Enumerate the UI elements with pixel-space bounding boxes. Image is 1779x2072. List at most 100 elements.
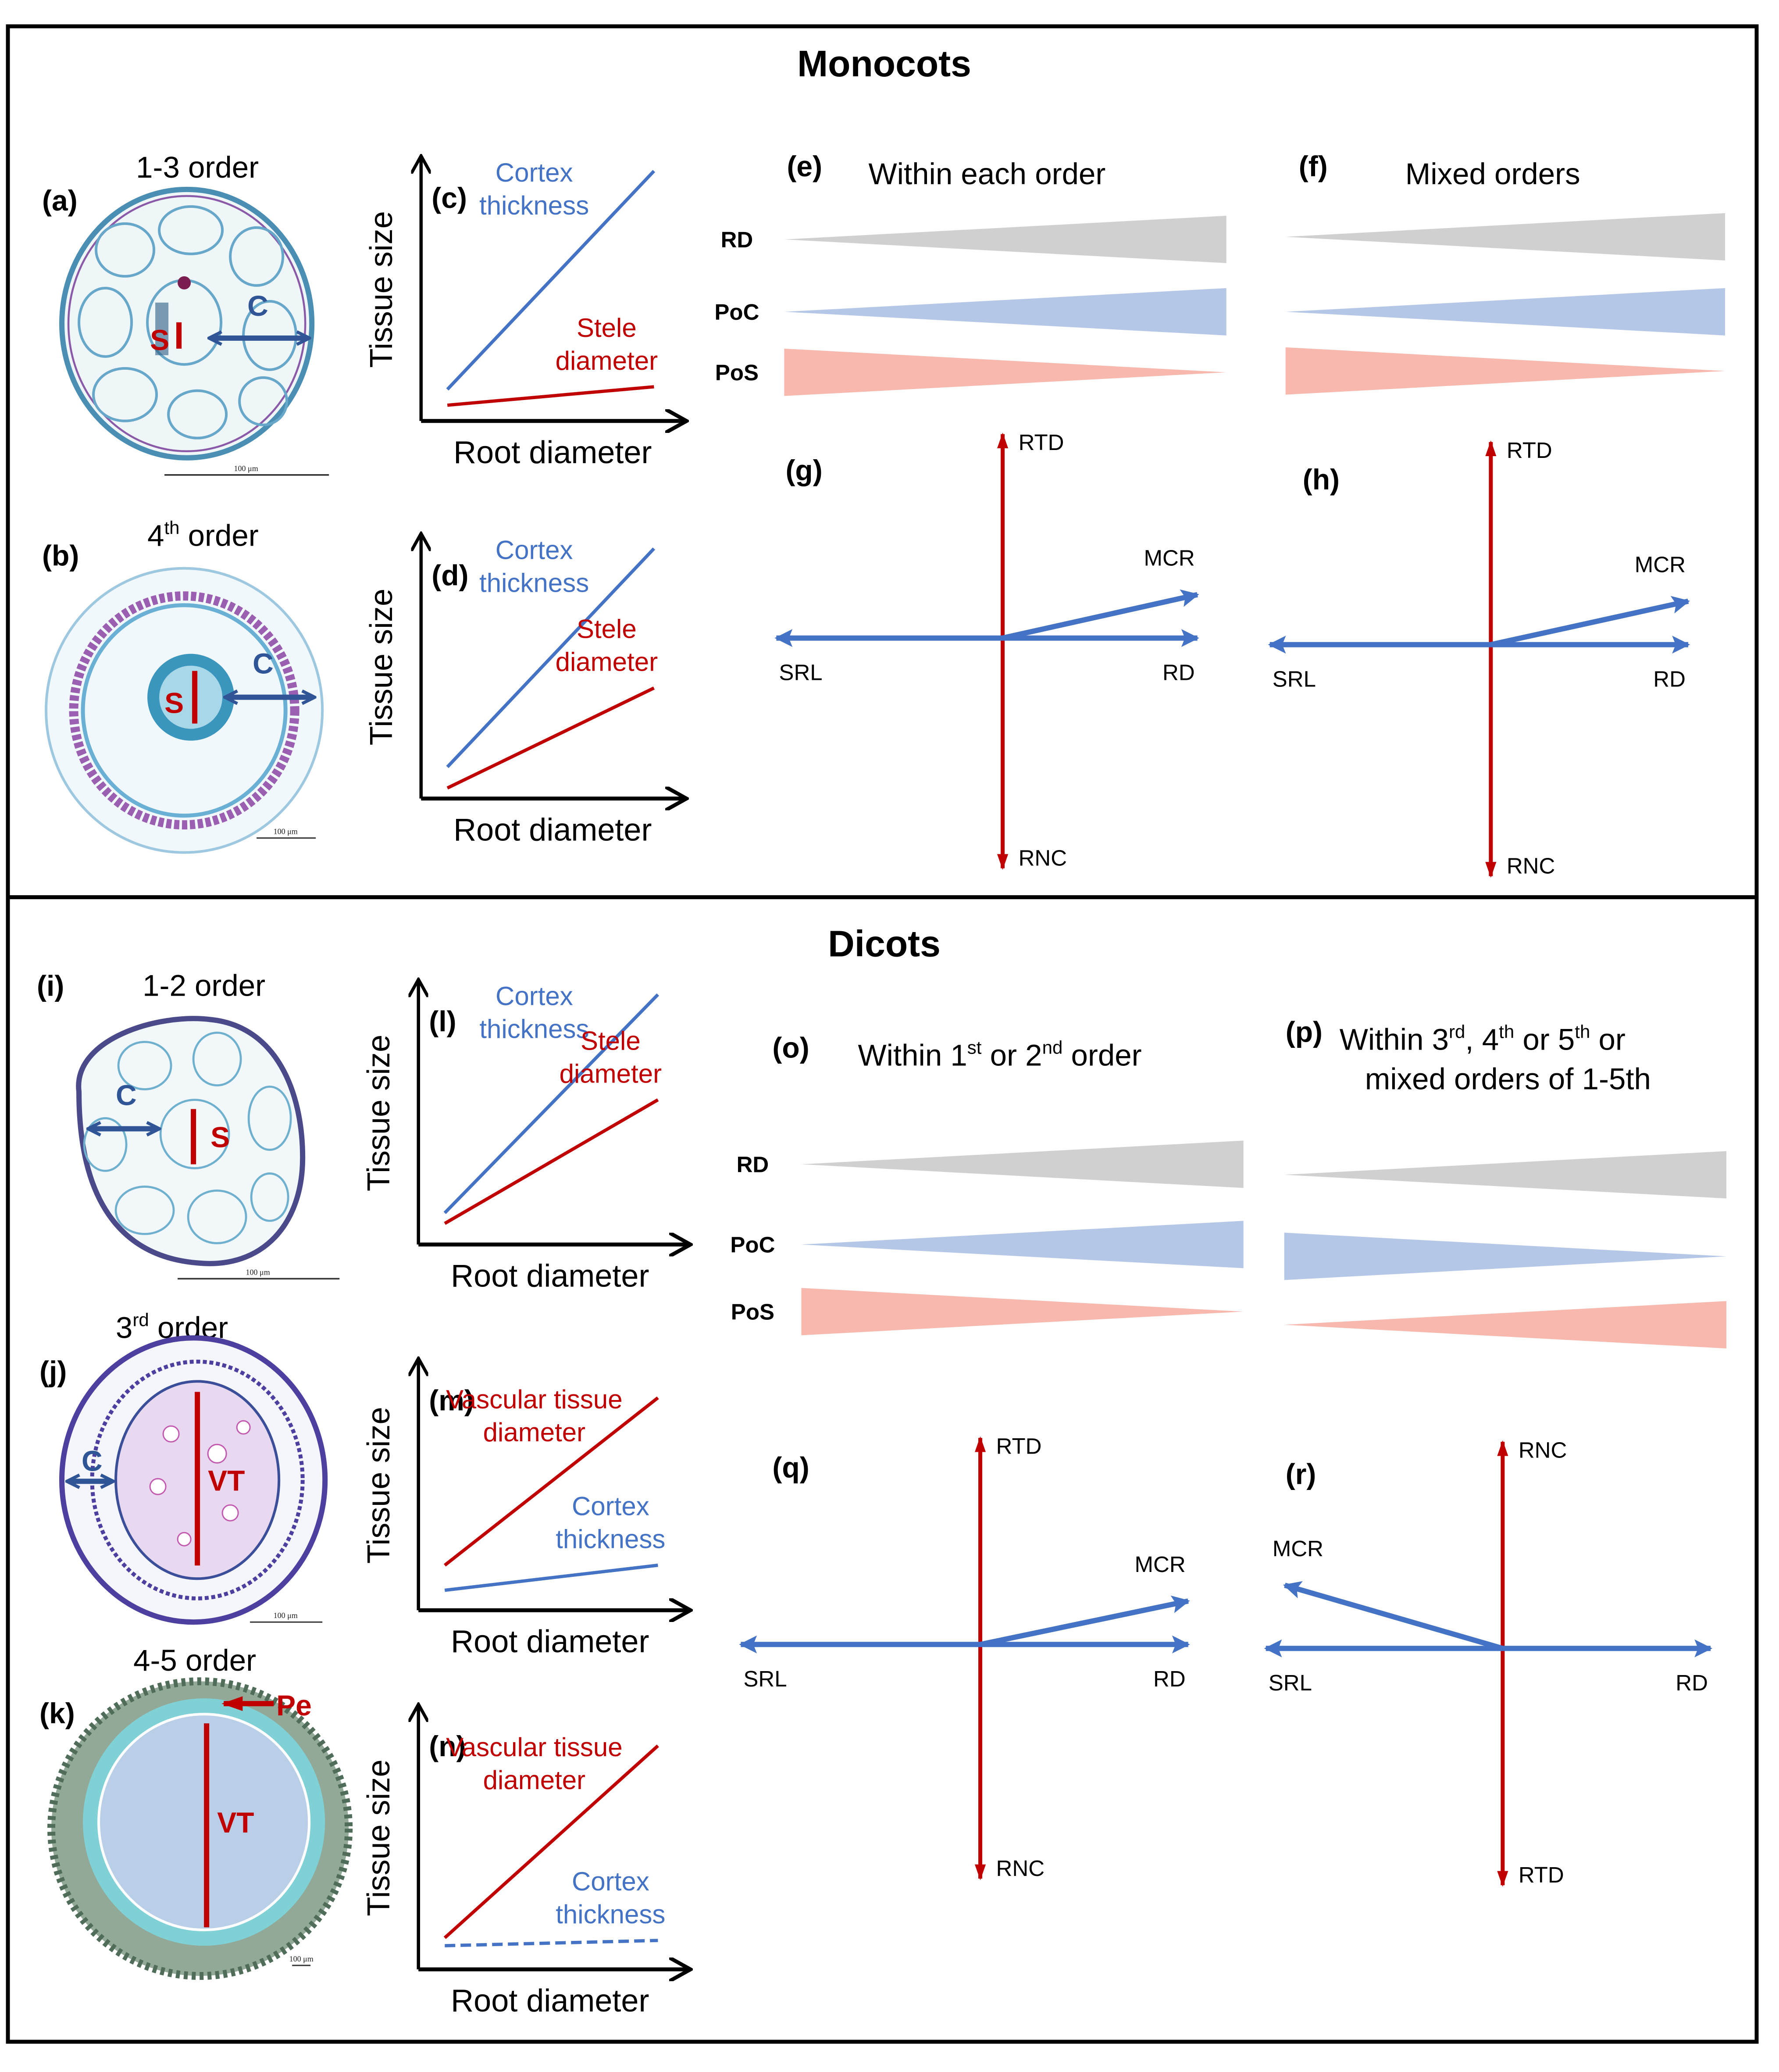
micrograph-b: (b) 4th order S C 100 μm bbox=[42, 518, 324, 854]
trend-wedge-poc bbox=[1284, 1232, 1726, 1280]
pca-plot-q: (q) RTD RNC SRL RD MCR bbox=[739, 1433, 1190, 1881]
panel-label: (p) bbox=[1286, 1016, 1323, 1048]
mcr-arrow bbox=[1283, 1581, 1504, 1651]
micrograph-k: (k) 4-5 order VT Pe 100 μm bbox=[39, 1643, 353, 1980]
order-label-i: 1-2 order bbox=[143, 969, 265, 1003]
trend-wedge-rd bbox=[1285, 213, 1725, 261]
series-label-1-line1: Stele bbox=[577, 313, 637, 343]
series-line-0 bbox=[446, 170, 656, 391]
series-line-1 bbox=[444, 1098, 659, 1225]
trend-column-p: (p) Within 3rd, 4th or 5th or mixed orders… bbox=[1284, 1016, 1726, 1349]
panel-label: (n) bbox=[429, 1730, 466, 1762]
root-cross-section-i bbox=[76, 1016, 306, 1266]
column-title: Within each order bbox=[868, 157, 1105, 191]
row-label-pos: PoS bbox=[731, 1299, 774, 1324]
series-label-1-line1: Stele bbox=[581, 1026, 641, 1056]
series-line-1 bbox=[444, 1563, 658, 1592]
trend-wedge-pos bbox=[784, 348, 1226, 396]
trend-wedge-poc bbox=[1285, 288, 1725, 336]
left-label: SRL bbox=[779, 660, 822, 685]
panel-label-i: (i) bbox=[37, 970, 64, 1002]
left-label: SRL bbox=[743, 1666, 787, 1691]
trend-wedge-pos bbox=[801, 1288, 1244, 1336]
trend-column-o: (o) Within 1st or 2nd order RD PoC PoS bbox=[730, 1032, 1244, 1336]
column-title-line2: mixed orders of 1-5th bbox=[1365, 1062, 1651, 1096]
up-label: RTD bbox=[996, 1433, 1042, 1458]
up-label: RTD bbox=[1019, 430, 1064, 455]
series-label-0-line2: thickness bbox=[479, 568, 589, 598]
left-label: SRL bbox=[1269, 1670, 1312, 1695]
series-label-0-line1: Vascular tissue bbox=[446, 1385, 622, 1414]
order-label-b: 4th order bbox=[147, 518, 259, 553]
stele-label-a: S bbox=[150, 324, 169, 356]
column-title: Within 1st or 2nd order bbox=[858, 1037, 1141, 1072]
x-axis-label: Root diameter bbox=[451, 1624, 649, 1659]
x-axis-label: Root diameter bbox=[453, 435, 652, 470]
scale-bar-label-a: 100 μm bbox=[234, 464, 258, 473]
series-label-0-line2: thickness bbox=[479, 191, 589, 220]
vt-label-j: VT bbox=[208, 1464, 245, 1497]
y-axis-label: Tissue size bbox=[361, 1035, 396, 1191]
mcr-arrow bbox=[1490, 596, 1690, 647]
dicots-frame bbox=[6, 895, 1759, 2044]
series-label-1-line2: diameter bbox=[556, 647, 658, 677]
series-line-0 bbox=[446, 547, 656, 768]
series-line-0 bbox=[443, 1396, 659, 1567]
cortex-label-i: C bbox=[116, 1079, 137, 1111]
mcr-label: MCR bbox=[1134, 1552, 1185, 1577]
scale-bar-label-j: 100 μm bbox=[274, 1611, 298, 1620]
panel-label: (m) bbox=[429, 1384, 474, 1416]
trend-wedge-poc bbox=[784, 288, 1226, 336]
panel-label: (e) bbox=[787, 150, 822, 182]
trend-wedge-rd bbox=[801, 1140, 1244, 1188]
y-axis-label: Tissue size bbox=[364, 211, 399, 368]
periderm-label-k: Pe bbox=[276, 1689, 312, 1722]
tissue-plot-n: (n) Root diameter Tissue size Vascular tiss… bbox=[361, 1706, 688, 2018]
tissue-plot-l: (l) Root diameter Tissue size Cortex thickne… bbox=[361, 982, 688, 1293]
cortex-label-b: C bbox=[253, 647, 274, 680]
x-axis-label: Root diameter bbox=[451, 1983, 649, 2018]
y-axis-label: Tissue size bbox=[361, 1407, 396, 1564]
panel-label: (c) bbox=[431, 182, 467, 214]
stele-label-b: S bbox=[164, 687, 184, 719]
trend-wedge-rd bbox=[1284, 1151, 1726, 1199]
pca-plot-h: (h) RTD RNC SRL RD MCR bbox=[1268, 438, 1690, 879]
panel-label: (o) bbox=[772, 1032, 809, 1064]
column-title: Mixed orders bbox=[1405, 157, 1580, 191]
up-label: RNC bbox=[1519, 1437, 1567, 1462]
right-label: RD bbox=[1162, 660, 1195, 685]
series-label-0-line1: Cortex bbox=[496, 982, 573, 1011]
y-axis-label: Tissue size bbox=[364, 589, 399, 745]
series-label-0-line1: Vascular tissue bbox=[446, 1733, 622, 1762]
series-label-1-line2: diameter bbox=[556, 346, 658, 375]
series-line-0 bbox=[443, 1744, 659, 1939]
series-line-1 bbox=[447, 385, 654, 407]
right-label: RD bbox=[1676, 1670, 1708, 1695]
series-label-0-line1: Cortex bbox=[496, 536, 573, 565]
mcr-arrow bbox=[980, 1595, 1190, 1647]
series-line-0 bbox=[443, 993, 660, 1215]
panel-label: (q) bbox=[772, 1451, 809, 1483]
micrograph-j: (j) 3rd order VT C 100 μm bbox=[39, 1309, 328, 1625]
series-label-0-line1: Cortex bbox=[496, 158, 573, 187]
mcr-label: MCR bbox=[1273, 1536, 1323, 1561]
series-label-0-line2: thickness bbox=[479, 1015, 589, 1044]
root-cross-section-b bbox=[45, 567, 324, 854]
panel-label-k: (k) bbox=[39, 1697, 75, 1729]
series-line-1 bbox=[445, 1939, 658, 1947]
series-label-1-line2: diameter bbox=[560, 1059, 662, 1088]
row-label-pos: PoS bbox=[715, 360, 759, 385]
series-label-1-line1: Cortex bbox=[572, 1867, 649, 1896]
panel-label: (d) bbox=[431, 559, 468, 592]
order-label-k: 4-5 order bbox=[133, 1643, 256, 1677]
tissue-plot-d: (d) Root diameter Tissue size Cortex thickne… bbox=[364, 536, 684, 848]
trend-wedge-poc bbox=[801, 1221, 1244, 1268]
root-cross-section-a bbox=[59, 186, 315, 461]
series-line-1 bbox=[446, 686, 655, 790]
micrograph-a: (a) 1-3 order S C 100 μm bbox=[42, 150, 329, 476]
trend-column-e: (e) Within each order RD PoC PoS bbox=[714, 150, 1226, 396]
series-label-1-line1: Stele bbox=[577, 614, 637, 644]
trend-wedge-pos bbox=[1284, 1301, 1726, 1349]
stele-label-i: S bbox=[210, 1121, 230, 1153]
pca-plot-r: (r) RNC RTD SRL RD MCR bbox=[1264, 1437, 1713, 1887]
